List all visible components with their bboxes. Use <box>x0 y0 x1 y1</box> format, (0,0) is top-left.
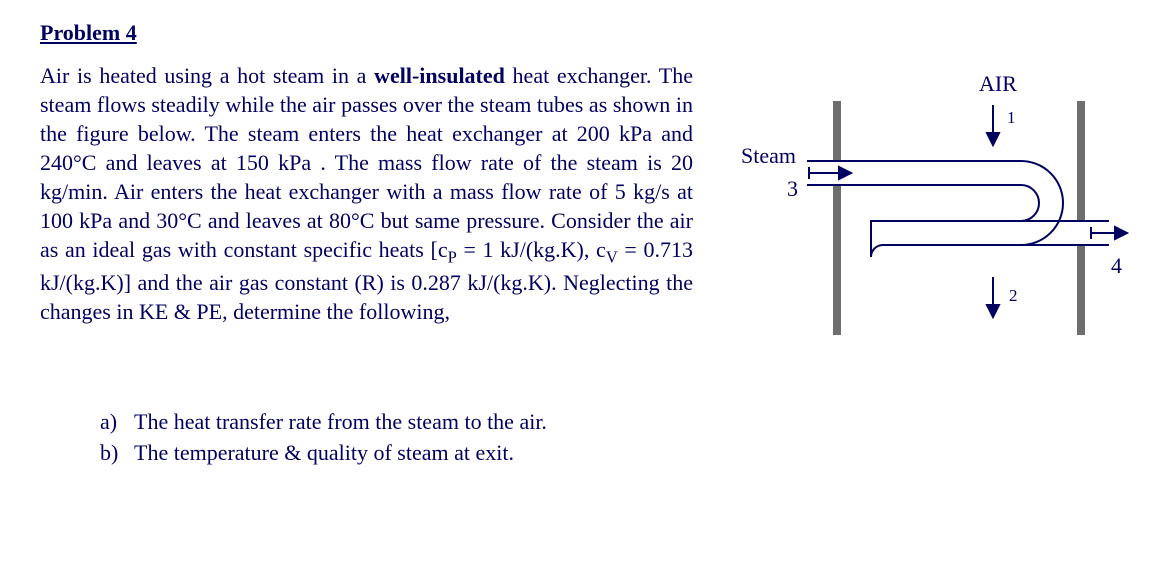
problem-statement: Air is heated using a hot steam in a wel… <box>40 61 693 326</box>
question-marker: b) <box>100 438 134 467</box>
question-b: b) The temperature & quality of steam at… <box>100 438 1133 467</box>
question-a: a) The heat transfer rate from the steam… <box>100 407 1133 436</box>
question-text: The temperature & quality of steam at ex… <box>134 438 514 467</box>
question-text: The heat transfer rate from the steam to… <box>134 407 547 436</box>
shell-left-wall <box>833 101 841 335</box>
steam-label: Steam <box>741 141 796 170</box>
shell-right-wall <box>1077 101 1085 335</box>
air-inlet-arrow <box>987 105 999 145</box>
air-label: AIR <box>979 69 1017 98</box>
steam-inlet-arrow <box>809 167 851 179</box>
problem-heading: Problem 4 <box>40 18 1133 47</box>
heat-exchanger-figure: AIR Steam 3 1 2 4 <box>703 61 1133 381</box>
port-4-label: 4 <box>1111 251 1122 280</box>
air-outlet-arrow <box>987 277 999 317</box>
steam-outlet-arrow <box>1091 227 1127 239</box>
question-marker: a) <box>100 407 134 436</box>
steam-tube <box>807 161 1109 257</box>
port-1-label: 1 <box>1007 107 1016 129</box>
port-2-label: 2 <box>1009 285 1018 307</box>
question-list: a) The heat transfer rate from the steam… <box>40 407 1133 467</box>
port-3-label: 3 <box>787 174 798 203</box>
